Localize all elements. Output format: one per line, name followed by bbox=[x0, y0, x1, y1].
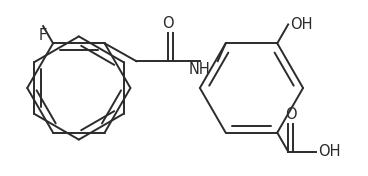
Text: O: O bbox=[162, 16, 174, 32]
Text: F: F bbox=[39, 28, 47, 43]
Text: NH: NH bbox=[189, 62, 211, 77]
Text: O: O bbox=[285, 107, 297, 122]
Text: OH: OH bbox=[318, 144, 340, 159]
Text: OH: OH bbox=[290, 17, 313, 32]
